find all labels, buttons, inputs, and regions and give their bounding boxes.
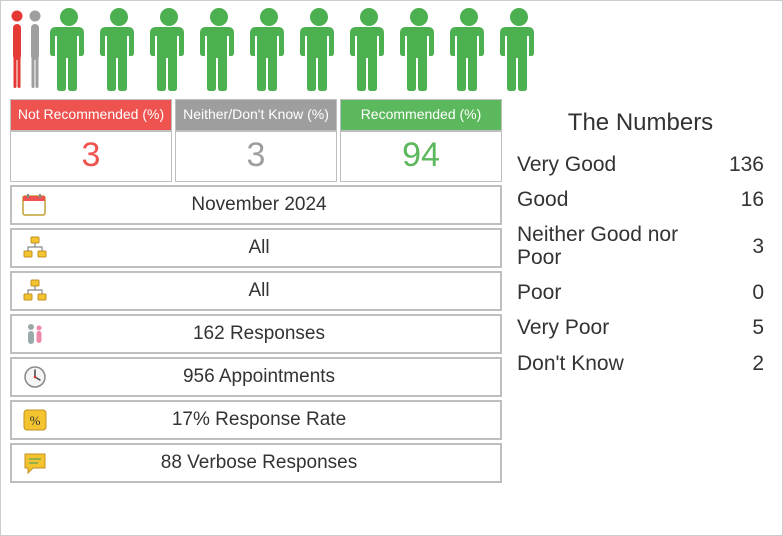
person-icon: [446, 7, 492, 91]
calendar-icon-wrap: [18, 191, 52, 219]
number-label: Poor: [517, 281, 561, 304]
stat-row: 956 Appointments: [10, 357, 502, 397]
number-row: Neither Good nor Poor 3: [513, 217, 768, 275]
number-row: Very Poor 5: [513, 310, 768, 345]
number-row: Very Good 136: [513, 147, 768, 182]
percent-icon-wrap: %: [18, 406, 52, 434]
stat-row: All: [10, 228, 502, 268]
person-icon: [396, 7, 442, 91]
segment-header: Neither/Don't Know (%): [176, 100, 336, 130]
percent-icon: %: [22, 408, 48, 432]
stat-text: 162 Responses: [54, 323, 500, 345]
stat-text: All: [54, 280, 500, 302]
segment-value: 94: [341, 130, 501, 181]
clock-icon: [22, 365, 48, 389]
people-pictogram-row: [10, 3, 542, 95]
person-icon: [146, 7, 192, 91]
number-value: 136: [729, 153, 764, 176]
org-icon-wrap: [18, 277, 52, 305]
person-icon: [96, 7, 142, 91]
segment-header: Not Recommended (%): [11, 100, 171, 130]
segment-header: Recommended (%): [341, 100, 501, 130]
person-icon: [196, 7, 242, 91]
svg-text:%: %: [30, 413, 41, 428]
segment-row: Not Recommended (%) 3 Neither/Don't Know…: [10, 99, 502, 182]
number-row: Good 16: [513, 182, 768, 217]
right-column: The Numbers Very Good 136 Good 16 Neithe…: [513, 109, 768, 381]
stat-row: November 2024: [10, 185, 502, 225]
person-icon: [346, 7, 392, 91]
numbers-list: Very Good 136 Good 16 Neither Good nor P…: [513, 147, 768, 381]
segment-1: Neither/Don't Know (%) 3: [175, 99, 337, 182]
number-label: Neither Good nor Poor: [517, 223, 697, 269]
stat-row: 88 Verbose Responses: [10, 443, 502, 483]
number-value: 3: [752, 235, 764, 258]
person-icon: [246, 7, 292, 91]
person-icon: [28, 8, 42, 90]
stat-row: % 17% Response Rate: [10, 400, 502, 440]
chat-icon-wrap: [18, 449, 52, 477]
segment-value: 3: [176, 130, 336, 181]
segment-2: Recommended (%) 94: [340, 99, 502, 182]
calendar-icon: [22, 193, 48, 217]
number-row: Poor 0: [513, 275, 768, 310]
number-label: Very Good: [517, 153, 616, 176]
chat-icon: [22, 451, 48, 475]
number-value: 2: [752, 352, 764, 375]
org-chart-icon: [22, 279, 48, 303]
person-icon: [496, 7, 542, 91]
number-label: Don't Know: [517, 352, 624, 375]
left-column: Not Recommended (%) 3 Neither/Don't Know…: [10, 99, 502, 486]
person-icon: [10, 8, 24, 90]
stat-text: 17% Response Rate: [54, 409, 500, 431]
org-chart-icon: [22, 236, 48, 260]
segment-value: 3: [11, 130, 171, 181]
number-label: Very Poor: [517, 316, 609, 339]
person-icon: [296, 7, 342, 91]
number-row: Don't Know 2: [513, 346, 768, 381]
stat-text: All: [54, 237, 500, 259]
org-icon-wrap: [18, 234, 52, 262]
stat-row: All: [10, 271, 502, 311]
number-value: 5: [752, 316, 764, 339]
dashboard: Not Recommended (%) 3 Neither/Don't Know…: [0, 0, 783, 536]
number-label: Good: [517, 188, 568, 211]
number-value: 0: [752, 281, 764, 304]
people-icon-wrap: [18, 320, 52, 348]
numbers-title: The Numbers: [513, 109, 768, 137]
segment-0: Not Recommended (%) 3: [10, 99, 172, 182]
stat-text: 88 Verbose Responses: [54, 452, 500, 474]
stats-list: November 2024 All All 162 Responses: [10, 185, 502, 483]
number-value: 16: [741, 188, 764, 211]
stat-text: November 2024: [54, 194, 500, 216]
stat-text: 956 Appointments: [54, 366, 500, 388]
clock-icon-wrap: [18, 363, 52, 391]
people-icon: [22, 322, 48, 346]
stat-row: 162 Responses: [10, 314, 502, 354]
person-icon: [46, 7, 92, 91]
